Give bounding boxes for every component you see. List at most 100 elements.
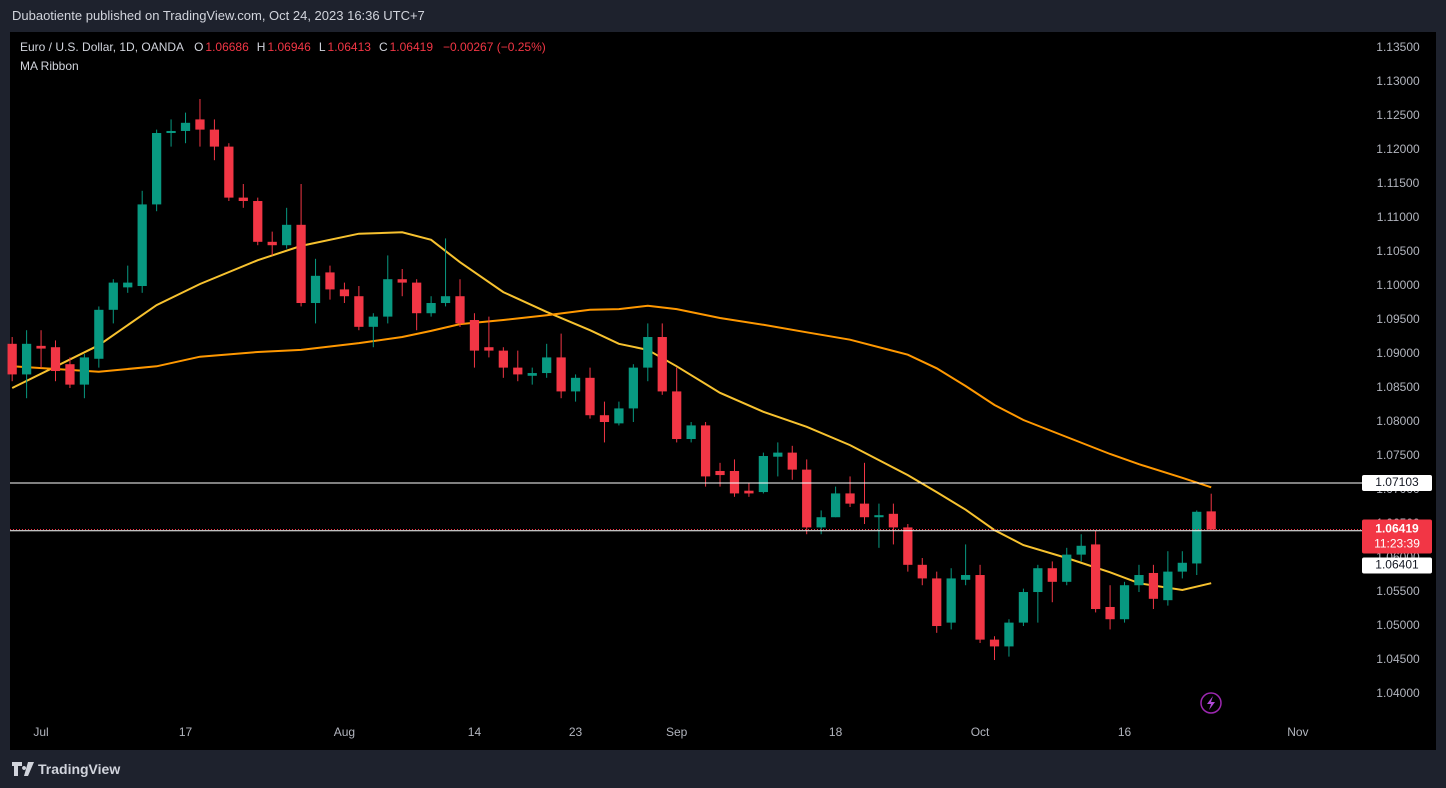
candle-body [628, 367, 638, 409]
candle-body [238, 197, 248, 202]
candle-body [152, 133, 162, 205]
candle-body [830, 493, 841, 518]
candle-body [368, 316, 378, 327]
publisher-header: Dubaotiente published on TradingView.com… [12, 8, 425, 23]
candle-body [845, 493, 855, 504]
candle-body [325, 272, 335, 290]
candle-body [917, 564, 927, 579]
candle-body [498, 350, 508, 368]
candle-body [975, 575, 985, 640]
candle-body [440, 296, 451, 304]
candle-body [253, 201, 263, 242]
candle-body [686, 425, 696, 440]
x-tick-label: Jul [33, 725, 48, 739]
candle-body [700, 425, 711, 477]
candle-body [744, 490, 754, 494]
last-price-label: 1.06419 [1375, 522, 1419, 536]
candle-body [816, 517, 826, 528]
ohlc-value: 1.06686 [205, 40, 249, 54]
candle-body [802, 469, 812, 528]
candle-body [1105, 606, 1115, 620]
candle-body [1047, 568, 1057, 582]
candle-body [1206, 511, 1216, 530]
candle-body [773, 452, 783, 457]
candle-body [1192, 511, 1202, 564]
candle-body [108, 282, 118, 310]
plot [7, 99, 1362, 661]
x-tick-label: 23 [569, 725, 583, 739]
y-tick-label: 1.05000 [1376, 618, 1420, 632]
y-tick-label: 1.08000 [1376, 414, 1420, 428]
candle-body [599, 415, 610, 423]
x-tick-label: 18 [829, 725, 843, 739]
y-tick-label: 1.04500 [1376, 652, 1420, 666]
x-tick-label: 16 [1118, 725, 1132, 739]
ohlc-value: 1.06413 [327, 40, 371, 54]
candle-body [397, 279, 407, 283]
x-tick-label: 14 [468, 725, 482, 739]
y-tick-label: 1.12500 [1376, 108, 1420, 122]
candle-body [946, 578, 956, 623]
x-tick-label: Oct [971, 725, 990, 739]
price-line-label: 1.06401 [1375, 558, 1419, 572]
candle-body [513, 367, 523, 375]
candle-body [1177, 562, 1187, 572]
x-tick-label: 17 [179, 725, 193, 739]
price-line-label-box [1362, 557, 1432, 574]
candle-body [1148, 572, 1159, 599]
candle-body [1134, 575, 1144, 586]
candle-body [123, 282, 133, 288]
candle-body [570, 377, 581, 392]
candle-body [1163, 571, 1173, 601]
candle-body [426, 303, 436, 314]
alert-icon[interactable] [1200, 692, 1222, 714]
candle-body [354, 296, 364, 327]
candle-body [1119, 585, 1130, 620]
candle-body [932, 578, 942, 627]
candle-body [469, 320, 480, 351]
candle-body [79, 357, 90, 385]
y-tick-label: 1.12000 [1376, 142, 1420, 156]
y-tick-label: 1.10500 [1376, 244, 1420, 258]
candle-body [195, 119, 205, 130]
chart-background [10, 32, 1436, 750]
candle-body [758, 456, 768, 493]
ohlc-label: C [378, 40, 388, 54]
candle-body [296, 224, 306, 304]
y-tick-label: 1.11000 [1377, 210, 1420, 224]
candle-body [729, 470, 740, 494]
candle-body [339, 289, 350, 297]
y-tick-label: 1.11500 [1377, 176, 1420, 190]
ohlc-label: O [194, 40, 204, 54]
ma-line [12, 304, 1212, 489]
candle-body [643, 337, 653, 368]
symbol-legend: Euro / U.S. Dollar, 1D, OANDA O 1.06686 H 1… [20, 40, 546, 54]
y-tick-label: 1.05500 [1376, 584, 1420, 598]
candle-body [672, 391, 682, 440]
candle-body [874, 515, 884, 518]
candle-body [1091, 544, 1101, 610]
ohlc-label: L [318, 40, 326, 54]
candle-body [224, 146, 234, 198]
candle-body [137, 204, 147, 287]
ohlc-value: 1.06946 [267, 40, 311, 54]
candle-body [21, 343, 32, 375]
candle-body [310, 275, 321, 304]
y-tick-label: 1.10000 [1376, 278, 1420, 292]
indicator-legend: MA Ribbon [20, 59, 79, 73]
candle-body [787, 452, 797, 470]
candle-body [903, 527, 913, 565]
candle-body [657, 337, 667, 392]
candle-body [1018, 592, 1029, 623]
y-tick-label: 1.13000 [1376, 74, 1420, 88]
candle-body [50, 347, 61, 372]
ohlc-values: O 1.06686 H 1.06946 L 1.06413 C 1.06419 [188, 40, 433, 54]
candle-body [65, 364, 75, 385]
countdown-label: 11:23:39 [1374, 537, 1420, 551]
candle-body [383, 279, 393, 317]
candle-body [180, 122, 191, 131]
candle-body [36, 345, 46, 349]
last-price-box [1362, 519, 1432, 554]
candle-body [715, 470, 725, 476]
candle-body [989, 639, 1000, 647]
